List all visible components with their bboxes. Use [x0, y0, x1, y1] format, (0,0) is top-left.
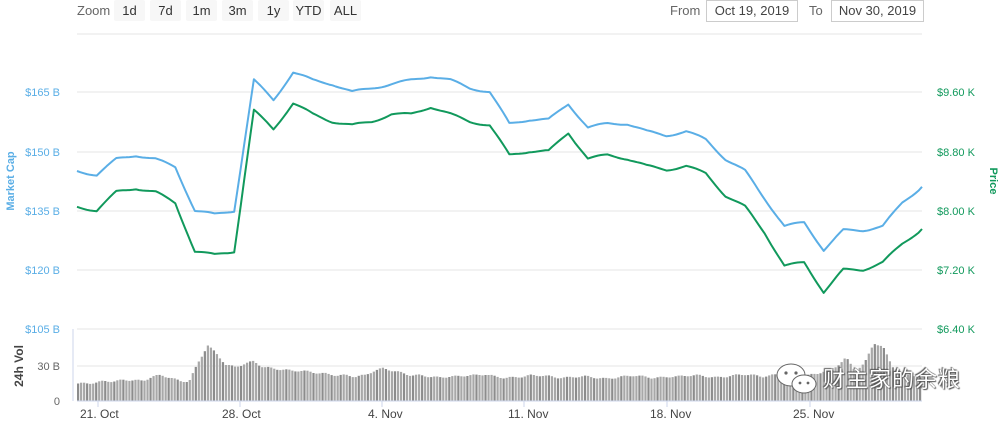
zoom-button-all[interactable]: ALL [330, 0, 361, 21]
market-cap-axis: $165 B $150 B $135 B $120 B $105 B Marke… [5, 87, 60, 336]
x-tick: 25. Nov [793, 407, 834, 421]
price-tick: $6.40 K [937, 324, 976, 336]
watermark: 财主家的余粮 [775, 360, 961, 396]
x-tick: 28. Oct [222, 407, 261, 421]
zoom-button-1d[interactable]: 1d [114, 0, 145, 21]
x-tick: 4. Nov [368, 407, 403, 421]
range-selector-toolbar: Zoom 1d 7d 1m 3m 1y YTD ALL From Oct 19,… [0, 0, 1002, 24]
gridlines [77, 33, 922, 367]
price-tick: $7.20 K [937, 265, 976, 277]
volume-axis-title: 24h Vol [12, 345, 26, 387]
watermark-text: 财主家的余粮 [823, 368, 962, 393]
zoom-button-1m[interactable]: 1m [186, 0, 217, 21]
to-label: To [809, 3, 823, 18]
volume-axis: 30 B 0 24h Vol [12, 345, 60, 408]
x-tick: 21. Oct [80, 407, 119, 421]
from-label: From [670, 3, 701, 18]
zoom-button-3m[interactable]: 3m [222, 0, 253, 21]
market-cap-tick: $135 B [25, 206, 60, 218]
price-axis: $9.60 K $8.80 K $8.00 K $7.20 K $6.40 K … [937, 87, 999, 336]
zoom-button-1y[interactable]: 1y [258, 0, 289, 21]
price-tick: $9.60 K [937, 87, 976, 99]
from-date-input[interactable]: Oct 19, 2019 [706, 0, 798, 22]
x-axis: 21. Oct 28. Oct 4. Nov 11. Nov 18. Nov 2… [80, 401, 834, 421]
market-cap-tick: $120 B [25, 265, 60, 277]
price-line [76, 102, 923, 294]
volume-tick: 0 [54, 396, 60, 408]
market-cap-tick: $150 B [25, 147, 60, 159]
market-cap-axis-title: Market Cap [5, 151, 17, 211]
market-cap-tick: $105 B [25, 324, 60, 336]
price-tick: $8.00 K [937, 206, 976, 218]
price-axis-title: Price [987, 168, 999, 195]
zoom-label: Zoom [77, 3, 111, 18]
volume-tick: 30 B [37, 361, 60, 373]
zoom-button-7d[interactable]: 7d [150, 0, 181, 21]
market-cap-line [76, 71, 923, 252]
to-date-input[interactable]: Nov 30, 2019 [831, 0, 924, 22]
price-tick: $8.80 K [937, 147, 976, 159]
x-tick: 18. Nov [650, 407, 691, 421]
market-cap-tick: $165 B [25, 87, 60, 99]
x-tick: 11. Nov [508, 407, 548, 421]
zoom-button-ytd[interactable]: YTD [293, 0, 324, 21]
wechat-icon [776, 363, 817, 394]
